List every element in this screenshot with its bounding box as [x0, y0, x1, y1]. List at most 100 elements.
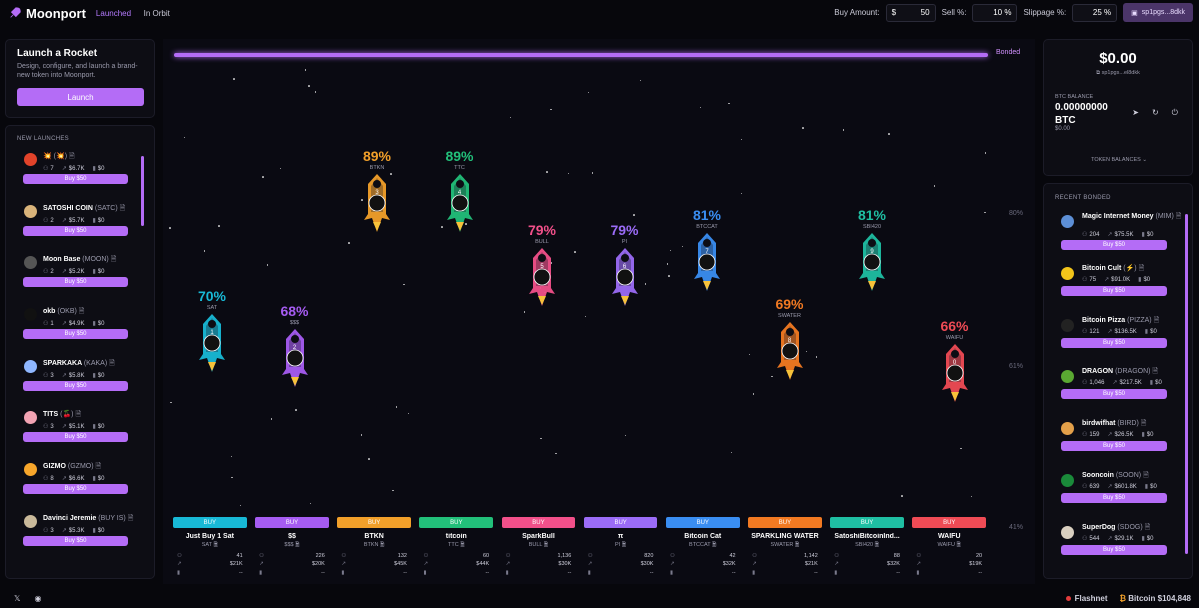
document-icon[interactable]: 🗎	[542, 542, 549, 548]
token-name[interactable]: okb (OKB) 🗎	[43, 307, 84, 318]
token-name[interactable]: Magic Internet Money (MIM) 🗎	[1082, 213, 1182, 221]
token-name[interactable]: Bitcoin Cult (⚡) 🗎	[1082, 265, 1182, 273]
token-name[interactable]: SatoshiBitcoinInd...	[834, 533, 900, 540]
buy-button[interactable]: BUY	[173, 517, 247, 528]
refresh-icon[interactable]: ↻	[1151, 108, 1159, 117]
document-icon[interactable]: 🗎	[1173, 213, 1182, 220]
token-name[interactable]: Just Buy 1 Sat	[185, 533, 234, 540]
buy-button[interactable]: Buy $50	[23, 380, 128, 391]
tab-launched[interactable]: Launched	[95, 9, 132, 18]
buy-button[interactable]: Buy $50	[23, 277, 128, 288]
buy-button[interactable]: Buy $50	[23, 535, 128, 546]
buy-button[interactable]: Buy $50	[1061, 285, 1167, 296]
buy-button[interactable]: Buy $50	[1061, 492, 1167, 503]
document-icon[interactable]: 🗎	[76, 308, 85, 316]
rocket[interactable]: 69% SWATER 8	[755, 296, 825, 380]
send-icon[interactable]: ➤	[1132, 108, 1139, 117]
rocket[interactable]: 79% PI 6	[590, 222, 660, 306]
document-icon[interactable]: 🗎	[710, 542, 717, 548]
token-name[interactable]: TITS (🍒) 🗎	[43, 410, 81, 421]
power-icon[interactable]: ⏻	[1171, 108, 1178, 117]
buy-button[interactable]: BUY	[255, 517, 329, 528]
token-name[interactable]: DRAGON (DRAGON) 🗎	[1082, 368, 1182, 376]
document-icon[interactable]: 🗎	[117, 204, 126, 212]
document-icon[interactable]: 🗎	[107, 359, 115, 367]
document-icon[interactable]: 🗎	[1141, 471, 1149, 479]
wallet-address-copy[interactable]: ⧉ sp1pgs...el8dkk	[1054, 70, 1182, 77]
document-icon[interactable]: 🗎	[1138, 420, 1147, 428]
rocket[interactable]: 81% SBI420 9	[837, 207, 907, 292]
token-name[interactable]: SATOSHI COIN (SATC) 🗎	[43, 204, 125, 215]
token-name[interactable]: SuperDog (SDOG) 🗎	[1082, 524, 1182, 532]
token-name[interactable]: $$	[288, 533, 296, 540]
buy-button[interactable]: Buy $50	[1061, 240, 1167, 250]
rocket[interactable]: 81% BTCCAT 7	[672, 207, 742, 292]
document-icon[interactable]: 🗎	[955, 542, 961, 548]
buy-button[interactable]: Buy $50	[23, 329, 128, 340]
token-name[interactable]: WAIFU	[937, 533, 961, 540]
document-icon[interactable]: 🗎	[1142, 523, 1151, 531]
buy-button[interactable]: Buy $50	[1061, 389, 1167, 400]
slippage-input[interactable]: 25 %	[1072, 3, 1118, 22]
rocket[interactable]: 79% BULL 5	[507, 222, 577, 306]
document-icon[interactable]: 🗎	[458, 542, 465, 548]
document-icon[interactable]: 🗎	[1150, 368, 1159, 376]
token-name[interactable]: Moon Base (MOON) 🗎	[43, 255, 116, 266]
launch-button[interactable]: Launch	[17, 88, 144, 106]
scrollbar[interactable]	[1185, 214, 1188, 554]
document-icon[interactable]: 🗎	[108, 256, 117, 264]
token-name[interactable]: Bitcoin Cat	[684, 533, 722, 540]
token-name[interactable]: SPARKLING WATER	[751, 533, 819, 540]
wallet-button[interactable]: ▣ sp1pgs...8dkk	[1123, 3, 1193, 22]
buy-button[interactable]: Buy $50	[23, 432, 128, 443]
token-name[interactable]: Sooncoin (SOON) 🗎	[1082, 472, 1182, 480]
token-name[interactable]: Davinci Jeremie (BUY IS) 🗎	[43, 514, 133, 525]
token-balances-toggle[interactable]: TOKEN BALANCES ⌄	[1044, 157, 1194, 163]
document-icon[interactable]: 🗎	[73, 411, 82, 419]
scrollbar[interactable]	[141, 156, 144, 226]
buy-button[interactable]: Buy $50	[1061, 441, 1167, 452]
buy-button[interactable]: BUY	[501, 517, 576, 528]
token-name[interactable]: Bitcoin Pizza (PIZZA) 🗎	[1082, 317, 1182, 325]
buy-amount-input[interactable]: $50	[885, 3, 936, 22]
token-name[interactable]: BTKN	[364, 533, 384, 540]
rocket[interactable]: 89% BTKN 3	[342, 148, 412, 233]
document-icon[interactable]: 🗎	[1136, 264, 1145, 272]
token-name[interactable]: 💥 (💥) 🗎	[43, 152, 75, 163]
buy-button[interactable]: Buy $50	[23, 174, 128, 184]
token-name[interactable]: titcoin	[445, 533, 467, 540]
buy-button[interactable]: Buy $50	[23, 484, 128, 495]
rocket[interactable]: 68% $$$ 2	[260, 303, 330, 387]
document-icon[interactable]: 🗎	[293, 542, 300, 548]
document-icon[interactable]: 🗎	[378, 542, 385, 548]
sell-input[interactable]: 10 %	[972, 3, 1018, 22]
document-icon[interactable]: 🗎	[873, 542, 880, 548]
document-icon[interactable]: 🗎	[67, 153, 75, 160]
x-icon[interactable]: 𝕏	[14, 593, 21, 603]
buy-button[interactable]: BUY	[419, 517, 494, 528]
token-name[interactable]: GIZMO (GZMO) 🗎	[43, 462, 101, 473]
rocket[interactable]: 66% WAIFU 0	[920, 318, 990, 402]
document-icon[interactable]: 🗎	[793, 542, 800, 548]
buy-button[interactable]: BUY	[583, 517, 658, 528]
token-name[interactable]: SparkBull	[522, 533, 555, 540]
document-icon[interactable]: 🗎	[93, 463, 102, 471]
buy-button[interactable]: Buy $50	[23, 225, 128, 236]
token-name[interactable]: π	[617, 533, 624, 540]
document-icon[interactable]: 🗎	[1151, 316, 1160, 324]
buy-button[interactable]: BUY	[912, 517, 987, 528]
tab-in-orbit[interactable]: In Orbit	[143, 9, 170, 18]
discord-icon[interactable]: ◉	[34, 593, 42, 603]
document-icon[interactable]: 🗎	[125, 514, 134, 522]
buy-button[interactable]: Buy $50	[1061, 544, 1167, 555]
buy-button[interactable]: BUY	[830, 517, 904, 528]
buy-button[interactable]: BUY	[665, 517, 740, 528]
rocket[interactable]: 89% TTC 4	[425, 148, 495, 233]
token-name[interactable]: SPARKAKA (KAKA) 🗎	[43, 359, 115, 370]
document-icon[interactable]: 🗎	[620, 542, 627, 548]
document-icon[interactable]: 🗎	[211, 542, 218, 548]
buy-button[interactable]: BUY	[337, 517, 411, 528]
buy-button[interactable]: Buy $50	[1061, 337, 1167, 348]
logo[interactable]: Moonport	[8, 6, 86, 21]
token-name[interactable]: birdwifhat (BIRD) 🗎	[1082, 420, 1182, 428]
